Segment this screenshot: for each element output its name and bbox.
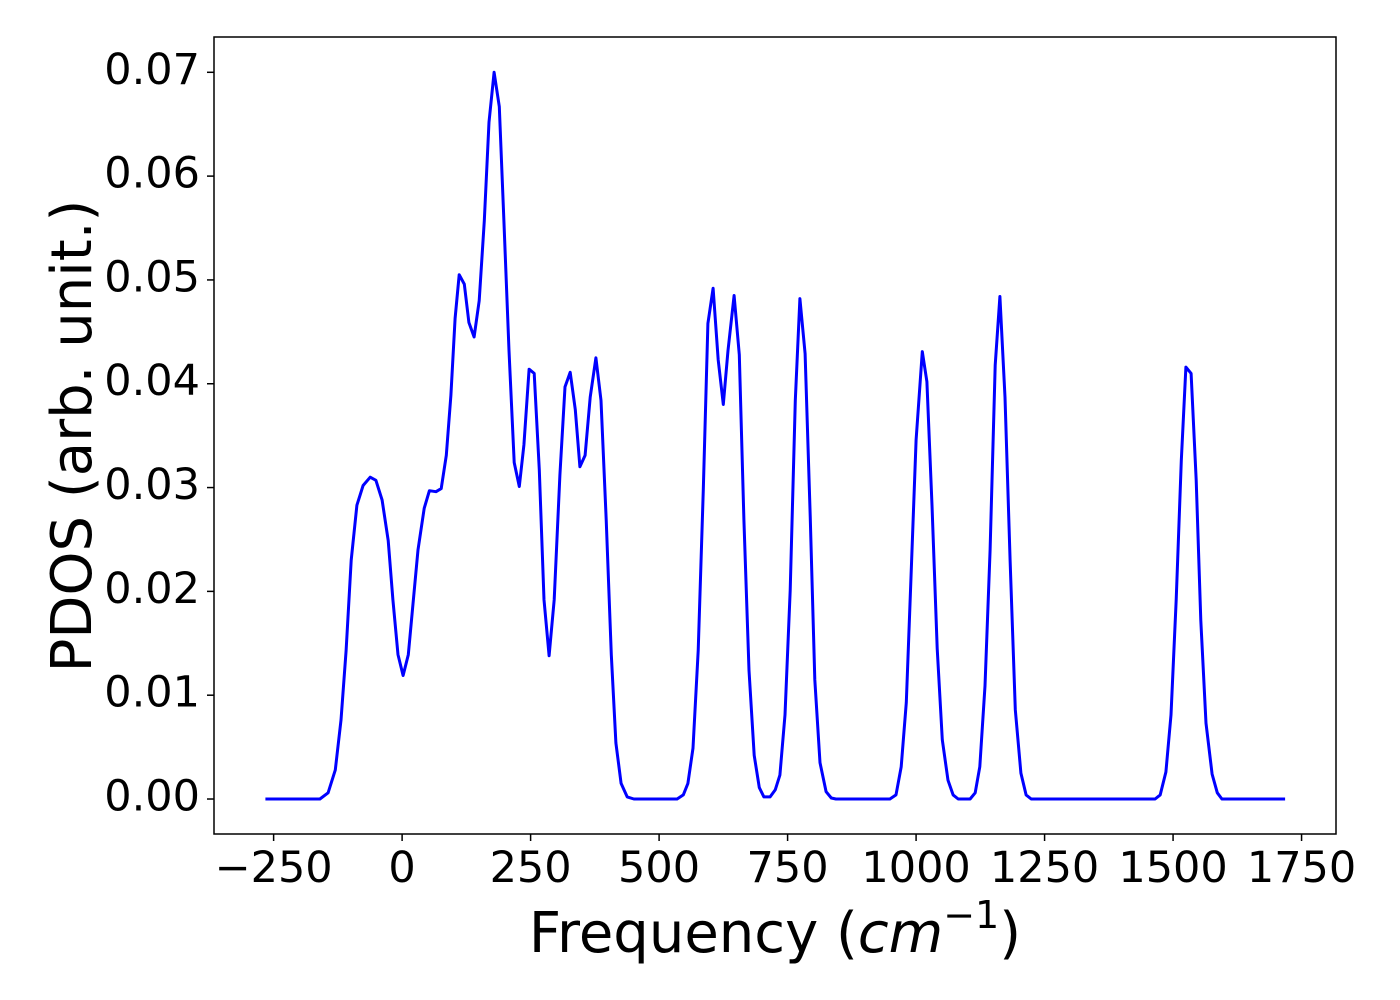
x-tick-label: 1250 bbox=[990, 843, 1099, 893]
y-tick-label: 0.07 bbox=[104, 45, 200, 95]
plot-frame bbox=[213, 36, 1337, 835]
x-label-text: ) bbox=[999, 901, 1021, 966]
x-label-exponent: −1 bbox=[943, 893, 999, 937]
y-tick-label: 0.04 bbox=[104, 356, 200, 406]
y-tick-label: 0.03 bbox=[104, 460, 200, 510]
x-label-unit: cm bbox=[858, 901, 943, 966]
x-label-text: Frequency ( bbox=[529, 901, 858, 966]
line bbox=[265, 70, 1286, 801]
y-tick-label: 0.05 bbox=[104, 252, 200, 302]
x-tick-label: 1000 bbox=[861, 843, 970, 893]
x-tick-label: 1750 bbox=[1247, 843, 1356, 893]
x-axis-label: Frequency (cm−1) bbox=[529, 893, 1021, 966]
x-tick-label: 0 bbox=[388, 843, 415, 893]
x-tick-label: −250 bbox=[215, 843, 333, 893]
x-tick-label: 1500 bbox=[1118, 843, 1227, 893]
y-axis-label: PDOS (arb. unit.) bbox=[40, 200, 105, 673]
y-tick-label: 0.01 bbox=[104, 668, 200, 718]
y-tick-label: 0.02 bbox=[104, 564, 200, 614]
y-tick-label: 0.00 bbox=[104, 772, 200, 822]
x-tick-label: 500 bbox=[618, 843, 700, 893]
x-tick-label: 250 bbox=[490, 843, 572, 893]
y-tick-label: 0.06 bbox=[104, 149, 200, 199]
x-tick-label: 750 bbox=[747, 843, 829, 893]
